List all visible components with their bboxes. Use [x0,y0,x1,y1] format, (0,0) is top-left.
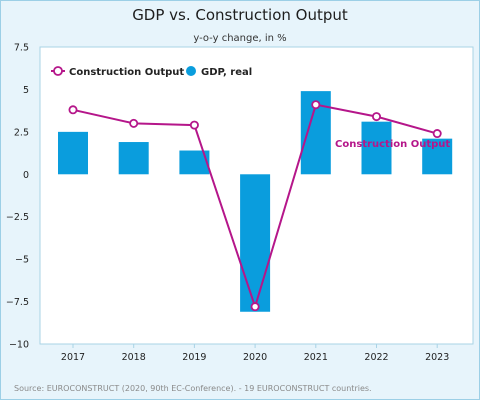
line-series [68,100,442,312]
bar-gdp-2018 [118,142,149,175]
x-tick-label: 2018 [122,352,146,363]
bar-gdp-2017 [58,131,88,175]
bar-gdp-2020 [240,174,271,312]
point-construction-2021 [311,100,321,110]
point-construction-2017 [68,105,78,115]
x-tick-label: 2019 [182,352,206,363]
x-tick-label: 2022 [364,352,388,363]
legend-bar-swatch [186,66,196,76]
x-axis-ticks: 2017 2018 2019 2020 2021 2022 2023 [61,344,449,363]
point-construction-2023 [432,129,442,139]
x-tick-label: 2017 [61,352,85,363]
legend: Construction Output GDP, real [51,66,252,78]
bar-gdp-2022 [361,121,392,175]
y-tick-label: −10 [9,340,29,351]
y-tick-label: −5 [15,255,29,266]
point-construction-2020 [250,302,260,312]
y-tick-label: 0 [23,170,29,181]
point-construction-2019 [189,120,199,130]
y-tick-label: 7.5 [14,43,29,54]
bar-gdp-2019 [179,150,210,175]
legend-line-label: Construction Output [69,67,184,78]
x-tick-label: 2023 [425,352,449,363]
point-construction-2018 [129,118,139,128]
legend-bar-label: GDP, real [201,67,252,78]
chart-subtitle: y-o-y change, in % [193,33,287,44]
y-tick-label: −2.5 [6,212,29,223]
chart-title: GDP vs. Construction Output [132,6,348,24]
y-tick-label: 5 [23,85,29,96]
x-tick-label: 2021 [304,352,328,363]
y-tick-label: 2.5 [14,127,29,138]
bar-gdp-2023 [422,138,453,175]
y-tick-label: −7.5 [6,297,29,308]
x-tick-label: 2020 [243,352,267,363]
source-note: Source: EUROCONSTRUCT (2020, 90th EC-Con… [14,384,372,393]
point-construction-2022 [371,112,381,122]
y-axis-ticks: 7.5 5 2.5 0 −2.5 −5 −7.5 −10 [6,43,29,351]
legend-line-marker [53,66,63,76]
series-annotation: Construction Output [335,139,450,150]
